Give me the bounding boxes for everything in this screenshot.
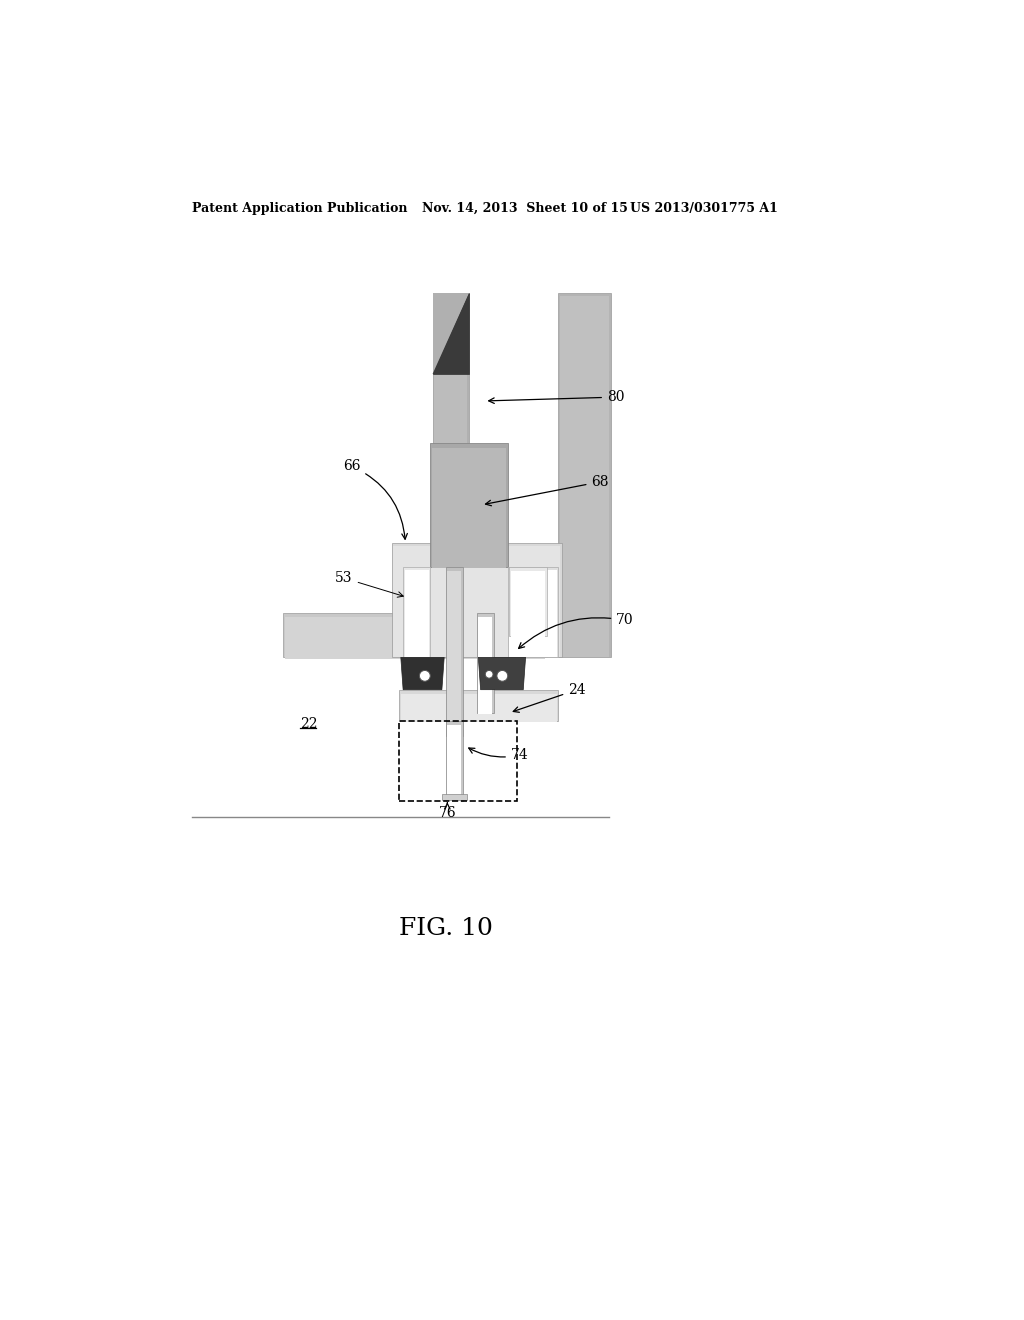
Polygon shape xyxy=(432,293,469,374)
Bar xyxy=(509,570,557,657)
Text: Patent Application Publication: Patent Application Publication xyxy=(191,202,408,215)
Text: 22: 22 xyxy=(300,717,317,731)
Polygon shape xyxy=(478,657,525,689)
Bar xyxy=(393,546,560,657)
Text: US 2013/0301775 A1: US 2013/0301775 A1 xyxy=(630,202,778,215)
Bar xyxy=(442,793,467,800)
Bar xyxy=(391,544,562,657)
Text: 80: 80 xyxy=(488,391,625,404)
Bar xyxy=(403,566,430,657)
Bar xyxy=(445,566,463,737)
Bar xyxy=(509,566,547,636)
Bar xyxy=(477,612,494,713)
Text: 76: 76 xyxy=(438,803,456,820)
Bar xyxy=(508,566,558,657)
Bar xyxy=(511,572,545,638)
Bar xyxy=(400,694,557,722)
Bar xyxy=(558,293,611,657)
Text: 74: 74 xyxy=(469,748,528,762)
Bar xyxy=(283,612,547,657)
Text: 66: 66 xyxy=(343,459,408,540)
Text: 24: 24 xyxy=(513,682,586,713)
Bar xyxy=(404,570,429,657)
Bar xyxy=(432,293,469,566)
Bar xyxy=(560,296,609,657)
Text: 53: 53 xyxy=(335,572,403,597)
Polygon shape xyxy=(432,293,469,374)
Polygon shape xyxy=(400,657,444,689)
Text: 68: 68 xyxy=(485,475,609,506)
Bar xyxy=(447,572,461,738)
Bar xyxy=(399,689,558,721)
Circle shape xyxy=(497,671,508,681)
Text: 70: 70 xyxy=(518,614,634,648)
Bar xyxy=(445,721,463,801)
Bar xyxy=(447,725,461,803)
Circle shape xyxy=(485,671,493,678)
Bar xyxy=(285,618,545,659)
Bar xyxy=(478,618,493,714)
Bar xyxy=(434,296,467,566)
Circle shape xyxy=(420,671,430,681)
Polygon shape xyxy=(432,293,469,374)
Bar xyxy=(399,721,517,801)
Bar xyxy=(430,444,508,566)
Bar xyxy=(432,447,506,568)
Text: FIG. 10: FIG. 10 xyxy=(399,917,494,940)
Text: Nov. 14, 2013  Sheet 10 of 15: Nov. 14, 2013 Sheet 10 of 15 xyxy=(423,202,629,215)
